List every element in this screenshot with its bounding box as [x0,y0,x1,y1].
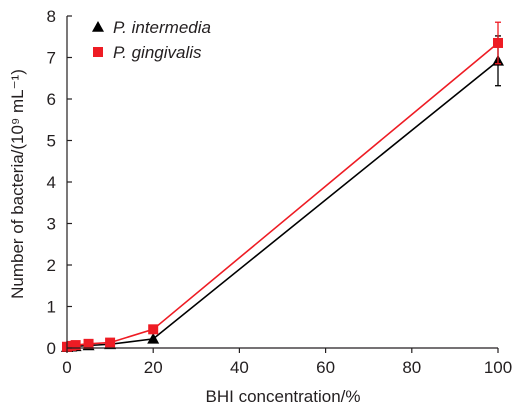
x-tick-label: 0 [62,358,71,377]
y-tick-label: 1 [47,298,56,317]
data-point [105,337,116,348]
y-tick-label: 6 [47,90,56,109]
data-point [83,338,94,349]
y-tick-label: 2 [47,256,56,275]
legend-entry: P. intermedia [113,18,211,37]
data-point [70,340,81,351]
y-tick-label: 4 [47,173,56,192]
legend-entry: P. gingivalis [113,43,202,62]
legend-marker [92,21,104,32]
data-point [493,37,503,48]
series-line [66,42,499,348]
x-tick-label: 80 [402,358,421,377]
y-axis-title: Number of bacteria/(10⁹ mL⁻¹) [8,69,27,299]
data-point [147,332,160,344]
y-tick-label: 0 [47,339,56,358]
legend: P. intermedia P. gingivalis [92,18,211,62]
plot-area [61,21,504,352]
legend-marker [93,47,103,57]
y-tick-label: 5 [47,132,56,151]
y-tick-label: 3 [47,215,56,234]
y-tick-label: 7 [47,49,56,68]
x-tick-label: 60 [316,358,335,377]
y-tick-label: 8 [47,7,56,26]
x-tick-label: 100 [484,358,512,377]
series-line [66,60,499,348]
data-point [148,324,159,335]
x-tick-label: 20 [144,358,163,377]
x-tick-label: 40 [230,358,249,377]
x-axis-title: BHI concentration/% [206,387,361,406]
